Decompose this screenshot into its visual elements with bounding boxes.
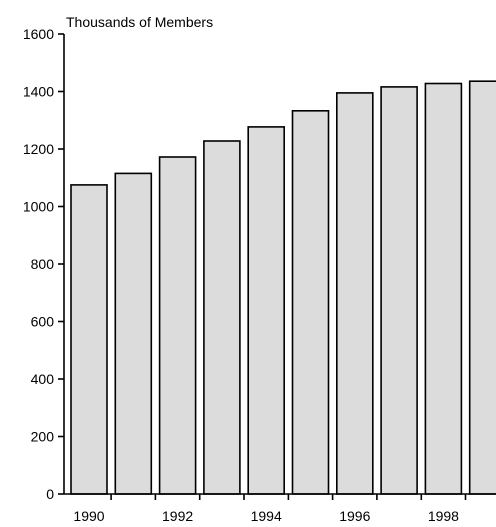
bar-1990 [70, 184, 108, 495]
bar-1999 [468, 80, 496, 495]
bar-1997 [380, 86, 418, 495]
y-tick-label-1600: 1600 [23, 26, 54, 42]
y-tick-label-1000: 1000 [23, 199, 54, 215]
bar-1992 [158, 156, 197, 495]
bars-group [70, 80, 496, 495]
bar-1996 [335, 92, 374, 495]
x-tick-label-1990: 1990 [73, 508, 104, 524]
y-tick-label-800: 800 [31, 256, 55, 272]
bar-1993 [203, 140, 241, 495]
x-tick-label-1994: 1994 [251, 508, 282, 524]
bar-1995 [291, 110, 330, 495]
y-tick-label-600: 600 [31, 314, 55, 330]
bar-1994 [247, 126, 285, 495]
axes-group: 0 200 400 600 800 1000 1200 1400 1600 1990 1992 199… [23, 26, 496, 524]
x-tick-label-1998: 1998 [428, 508, 459, 524]
y-tick-label-1400: 1400 [23, 84, 54, 100]
bar-1998 [424, 82, 463, 495]
x-tick-label-1992: 1992 [162, 508, 193, 524]
x-tick-label-1996: 1996 [339, 508, 370, 524]
y-tick-label-1200: 1200 [23, 141, 54, 157]
y-axis-title: Thousands of Members [66, 14, 213, 30]
y-tick-label-0: 0 [46, 486, 54, 502]
bar-1991 [114, 172, 153, 495]
y-tick-label-400: 400 [31, 371, 55, 387]
y-tick-label-200: 200 [31, 429, 55, 445]
